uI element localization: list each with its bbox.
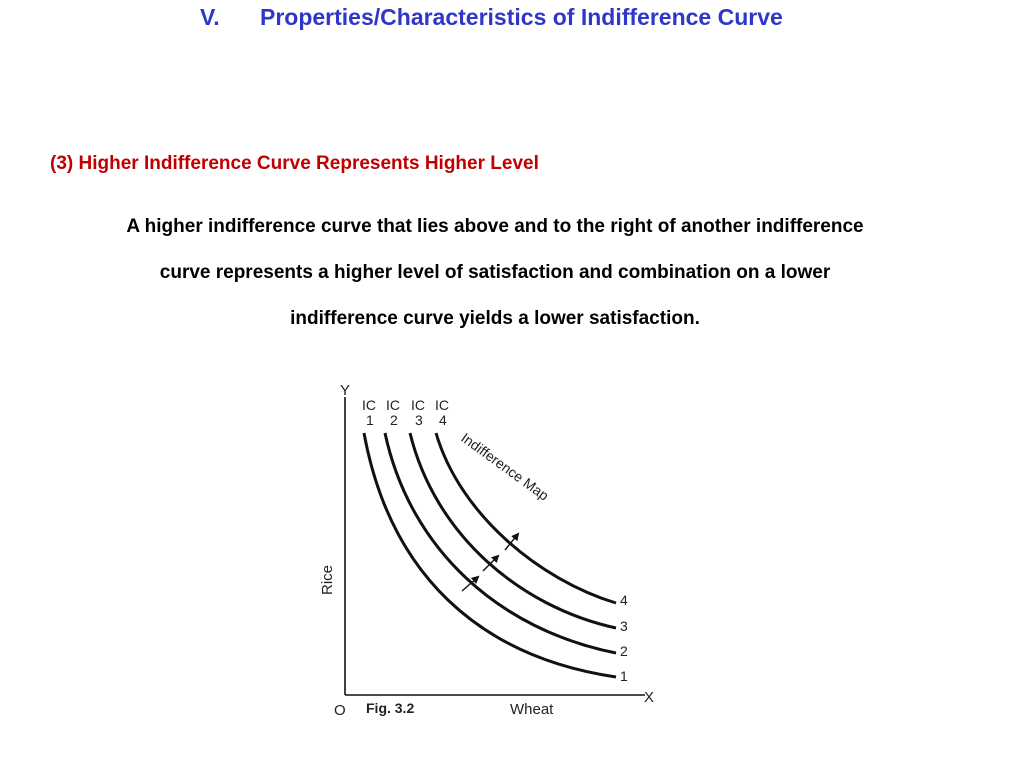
paragraph-line-2: curve represents a higher level of satis…	[159, 262, 831, 283]
indifference-map-label: Indifference Map	[458, 429, 552, 503]
ic4-top-label: IC	[435, 397, 449, 413]
section-heading: (3) Higher Indifference Curve Represents…	[50, 153, 539, 174]
ic4-end-label: 4	[620, 592, 628, 608]
ic4-top-number: 4	[439, 412, 447, 428]
ic1-top-label: IC	[362, 397, 376, 413]
slide-title: V. Properties/Characteristics of Indiffer…	[200, 4, 783, 31]
ic3-top-number: 3	[415, 412, 423, 428]
direction-arrow-1	[461, 575, 480, 592]
indifference-map-figure: Y X O Fig. 3.2 Wheat Rice IC 1 IC 2 IC 3…	[300, 375, 680, 725]
ic2-end-label: 2	[620, 643, 628, 659]
ic3-top-label: IC	[411, 397, 425, 413]
paragraph-line-1: A higher indifference curve that lies ab…	[126, 216, 864, 237]
ic1-top-number: 1	[366, 412, 374, 428]
ic3-curve	[408, 432, 617, 630]
figure-caption: Fig. 3.2	[366, 700, 414, 716]
indifference-map-diagram: Y X O Fig. 3.2 Wheat Rice IC 1 IC 2 IC 3…	[319, 382, 654, 719]
ic1-end-label: 1	[620, 668, 628, 684]
slide-title-text: Properties/Characteristics of Indifferen…	[260, 4, 783, 30]
ic4-curve	[434, 432, 617, 605]
description-paragraph: A higher indifference curve that lies ab…	[0, 204, 990, 342]
direction-arrow-3	[504, 532, 520, 551]
y-axis-title: Rice	[319, 565, 336, 595]
origin-label: O	[334, 702, 346, 719]
ic3-end-label: 3	[620, 618, 628, 634]
direction-arrow-2	[482, 554, 500, 572]
y-axis-letter: Y	[340, 382, 350, 399]
ic2-top-number: 2	[390, 412, 398, 428]
slide-number: V.	[200, 4, 220, 30]
ic1-curve	[362, 432, 617, 679]
ic2-top-label: IC	[386, 397, 400, 413]
x-axis-letter: X	[644, 689, 654, 706]
x-axis-title: Wheat	[510, 701, 554, 718]
ic2-curve	[383, 432, 617, 655]
paragraph-line-3: indifference curve yields a lower satisf…	[290, 308, 700, 329]
